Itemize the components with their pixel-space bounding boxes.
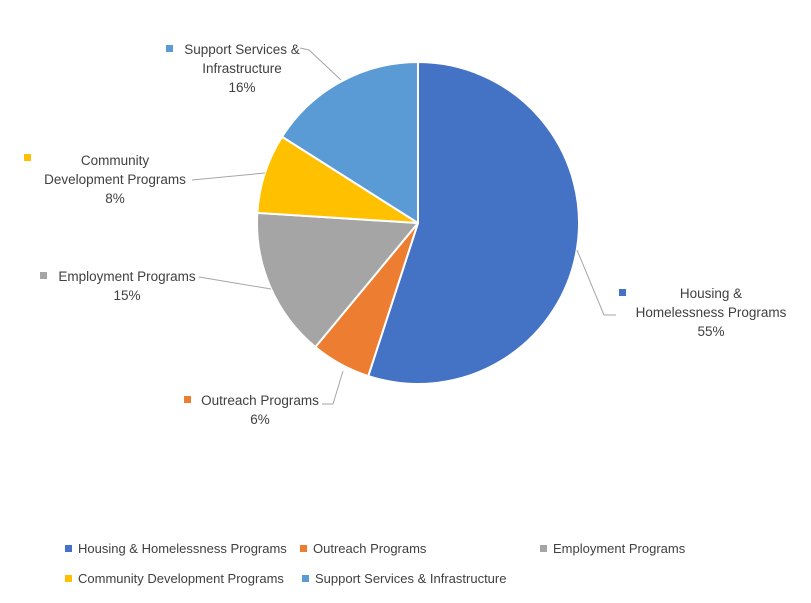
legend-label: Employment Programs (553, 540, 686, 556)
legend-item-community: Community Development Programs (65, 570, 284, 586)
data-label-key-employment-icon (40, 272, 47, 279)
data-label-percent: 8% (105, 191, 125, 206)
legend-label: Community Development Programs (78, 570, 284, 586)
data-label-key-community-icon (24, 154, 31, 161)
leader-line-housing (576, 249, 616, 316)
legend-swatch-support-icon (302, 574, 309, 582)
data-label-housing: Housing & Homelessness Programs 55% (626, 284, 796, 341)
data-label-percent: 16% (228, 80, 256, 95)
legend-item-employment: Employment Programs (540, 540, 685, 556)
data-label-key-housing-icon (619, 289, 626, 296)
data-label-outreach: Outreach Programs 6% (190, 391, 330, 429)
leader-line-support-services (299, 47, 342, 81)
legend-swatch-housing-icon (65, 544, 72, 552)
data-label-key-support-icon (166, 45, 173, 52)
data-label-percent: 55% (697, 324, 725, 339)
legend-swatch-outreach-icon (300, 544, 307, 552)
data-label-line: Housing & (679, 286, 743, 301)
data-label-percent: 6% (250, 412, 270, 427)
data-label-line: Community (80, 153, 150, 168)
data-label-percent: 15% (113, 288, 141, 303)
data-label-key-outreach-icon (184, 396, 191, 403)
pie-slice-support-services-infrastructure (281, 61, 419, 224)
data-label-employment: Employment Programs 15% (47, 267, 207, 305)
data-label-line: Outreach Programs (201, 393, 319, 408)
legend-item-housing: Housing & Homelessness Programs (65, 540, 287, 556)
data-label-support-services: Support Services & Infrastructure 16% (172, 40, 312, 97)
legend-swatch-employment-icon (540, 544, 547, 552)
legend-label: Housing & Homelessness Programs (78, 540, 287, 556)
leader-line-outreach (322, 370, 344, 405)
legend-item-outreach: Outreach Programs (300, 540, 426, 556)
leader-line-community-development (191, 172, 266, 181)
data-label-line: Infrastructure (202, 61, 282, 76)
data-label-line: Homelessness Programs (635, 305, 787, 320)
pie-slice-housing-homelessness-programs (367, 61, 580, 385)
data-label-line: Employment Programs (58, 269, 196, 284)
leader-lines-group (191, 47, 616, 405)
leader-line-employment (198, 276, 272, 290)
legend-label: Support Services & Infrastructure (315, 570, 507, 586)
legend-item-support: Support Services & Infrastructure (302, 570, 506, 586)
legend-swatch-community-icon (65, 574, 72, 582)
legend-label: Outreach Programs (313, 540, 427, 556)
pie-slices-group (256, 61, 580, 385)
data-label-line: Support Services & (184, 42, 300, 57)
pie-slice-employment-programs (256, 211, 419, 349)
data-label-community-development: Community Development Programs 8% (35, 151, 195, 208)
data-label-line: Development Programs (44, 172, 186, 187)
